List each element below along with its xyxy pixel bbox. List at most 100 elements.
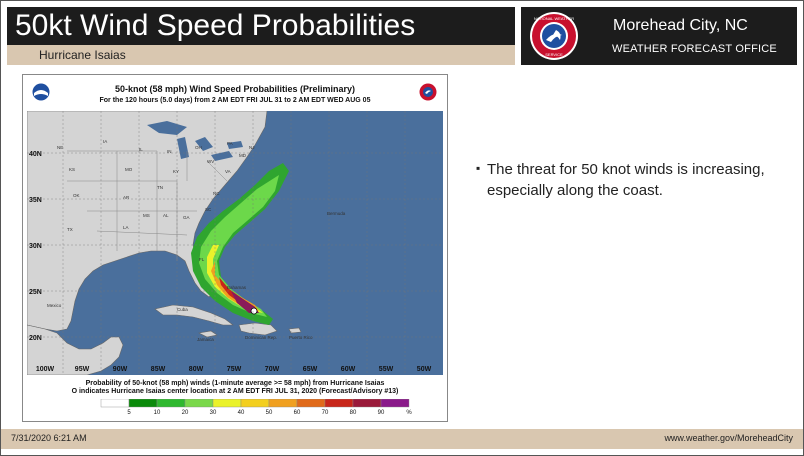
north-america-land (27, 111, 268, 332)
legend-swatch (296, 399, 326, 408)
legend-swatch (128, 399, 158, 408)
place-label: Puerto Rico (289, 335, 313, 340)
place-label: OH (195, 145, 202, 150)
map-footnote-center: O indicates Hurricane Isaias center loca… (71, 388, 399, 395)
legend-label: 60 (293, 410, 301, 416)
legend-label: 80 (349, 410, 357, 416)
place-label: VA (225, 169, 231, 174)
legend-label: 5 (127, 410, 131, 416)
place-label: TX (67, 227, 73, 232)
place-label: Dominican Rep. (245, 335, 277, 340)
place-label: KS (69, 167, 75, 172)
subtitle-bar: Hurricane Isaias (7, 45, 515, 65)
header: 50kt Wind Speed Probabilities Hurricane … (1, 1, 803, 67)
legend-label: 50 (265, 410, 273, 416)
legend-swatch (100, 399, 130, 408)
place-label: MS (143, 213, 150, 218)
lon-label: 60W (341, 366, 356, 373)
place-label: LA (123, 225, 129, 230)
great-lakes (147, 121, 243, 161)
lon-label: 75W (227, 366, 242, 373)
map-subtitle: For the 120 hours (5.0 days) from 2 AM E… (99, 97, 371, 104)
lon-label: 65W (303, 366, 318, 373)
place-label: WV (207, 159, 214, 164)
place-label: IA (103, 139, 107, 144)
legend-label: % (406, 410, 412, 416)
place-label: MO (125, 167, 133, 172)
lon-label: 55W (379, 366, 394, 373)
place-label: NE (57, 145, 63, 150)
legend-swatch (380, 399, 410, 408)
place-label: Mexico (47, 303, 62, 308)
nws-small-logo (419, 83, 437, 101)
lon-label: 50W (417, 366, 432, 373)
place-label: AR (123, 195, 130, 200)
place-label: NC (213, 191, 220, 196)
noaa-logo (32, 83, 50, 101)
lat-label: 35N (29, 197, 42, 204)
lon-label: 70W (265, 366, 280, 373)
place-label: IL (139, 147, 143, 152)
lat-label: 30N (29, 243, 42, 250)
legend-label: 70 (321, 410, 329, 416)
office-name: Morehead City, NC (613, 17, 748, 34)
puerto-rico-land (288, 327, 302, 334)
probability-map: 50-knot (58 mph) Wind Speed Probabilitie… (22, 74, 448, 422)
map-canvas: 40N 35N 30N 25N 20N 100W 95W 90W 85W 80W… (27, 111, 443, 375)
lat-lon-grid (27, 111, 443, 375)
lon-label: 85W (151, 366, 166, 373)
office-subtitle: WEATHER FORECAST OFFICE (612, 43, 777, 55)
legend-label: 90 (377, 410, 385, 416)
legend-swatch (240, 399, 270, 408)
place-label: PA (227, 141, 233, 146)
legend-swatch (184, 399, 214, 408)
lon-label: 100W (36, 366, 55, 373)
legend-swatch (156, 399, 186, 408)
bullet-text: The threat for 50 knot winds is increasi… (487, 161, 765, 199)
title-bar: 50kt Wind Speed Probabilities (7, 7, 515, 45)
legend-label: 40 (237, 410, 245, 416)
legend-swatch (212, 399, 242, 408)
place-label: TN (157, 185, 163, 190)
lon-label: 80W (189, 366, 204, 373)
jamaica-land (198, 330, 218, 338)
prob-band-maroon (231, 291, 259, 313)
storm-center-marker (250, 307, 258, 315)
lon-label: 90W (113, 366, 128, 373)
place-label: GA (183, 215, 190, 220)
nws-logo: NATIONAL WEATHER SERVICE (530, 12, 578, 60)
legend-label: 20 (181, 410, 189, 416)
bullet-icon: ▪ (476, 161, 481, 175)
place-label: KY (173, 169, 179, 174)
legend-labels: 5 10 20 30 40 50 60 70 80 90 % (99, 410, 419, 420)
legend-swatch (352, 399, 382, 408)
place-label: MD (239, 153, 247, 158)
cuba-land (154, 304, 234, 326)
place-label: SC (205, 207, 212, 212)
lat-label: 20N (29, 335, 42, 342)
page-title: 50kt Wind Speed Probabilities (15, 9, 416, 42)
place-label: Cuba (177, 307, 188, 312)
place-label: FL (199, 257, 205, 262)
place-label: Jamaica (197, 337, 214, 342)
map-footnote-probability: Probability of 50-knot (58 mph) winds (1… (85, 380, 385, 387)
place-label: IN (167, 149, 172, 154)
legend-swatch (324, 399, 354, 408)
hispaniola-land (238, 322, 278, 336)
place-label: Bermuda (327, 211, 346, 216)
probability-legend (100, 399, 410, 408)
legend-swatch (268, 399, 298, 408)
page-subtitle: Hurricane Isaias (39, 48, 126, 62)
legend-label: 10 (153, 410, 161, 416)
footer-url[interactable]: www.weather.gov/MoreheadCity (664, 433, 793, 443)
lat-label: 25N (29, 289, 42, 296)
lon-label: 95W (75, 366, 90, 373)
footer-bar: 7/31/2020 6:21 AM www.weather.gov/Morehe… (1, 429, 803, 449)
office-box: NATIONAL WEATHER SERVICE Morehead City, … (521, 7, 797, 65)
place-label: AL (163, 213, 169, 218)
place-label: OK (73, 193, 80, 198)
svg-text:NATIONAL WEATHER: NATIONAL WEATHER (534, 16, 574, 21)
map-title: 50-knot (58 mph) Wind Speed Probabilitie… (115, 84, 355, 94)
footer-date: 7/31/2020 6:21 AM (11, 433, 87, 443)
